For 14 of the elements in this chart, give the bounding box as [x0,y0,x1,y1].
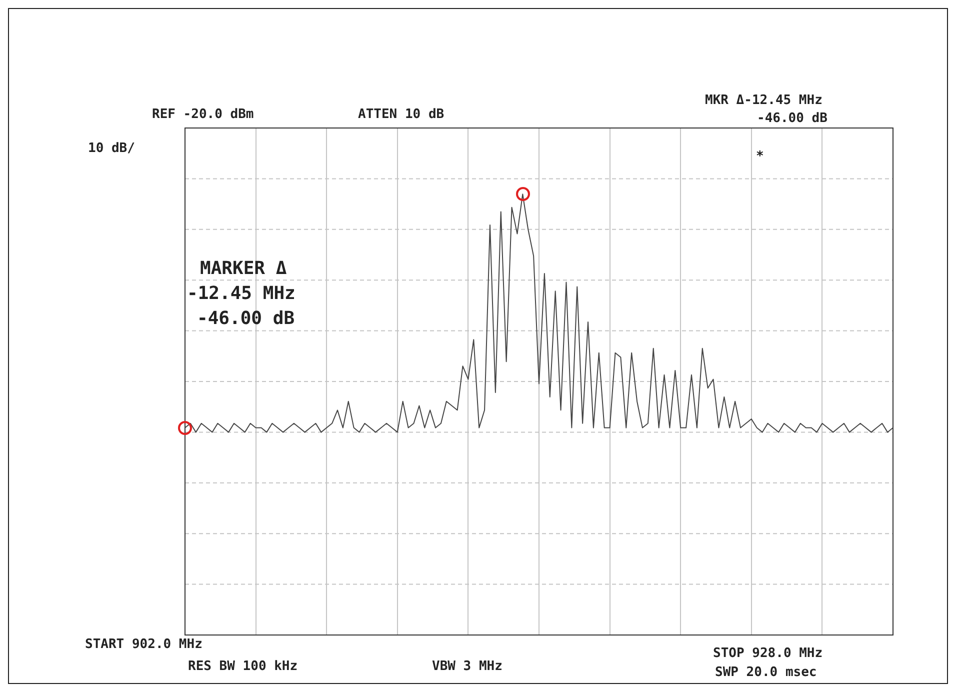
text: ATTEN 10 dB [358,107,444,122]
text: SWP 20.0 msec [715,665,817,680]
text: MKR Δ-12.45 MHz [705,93,822,108]
text: RES BW 100 kHz [188,659,298,674]
text: START 902.0 MHz [85,637,202,652]
text: -46.00 dB [757,111,828,126]
text: VBW 3 MHz [432,659,502,674]
text: REF -20.0 dBm [152,107,254,122]
annotation: -12.45 MHz [187,283,296,304]
text: * [756,149,764,164]
text: STOP 928.0 MHz [713,646,823,661]
annotation: MARKER Δ [200,258,287,279]
text: 10 dB/ [88,141,136,156]
annotation: -46.00 dB [197,308,295,329]
